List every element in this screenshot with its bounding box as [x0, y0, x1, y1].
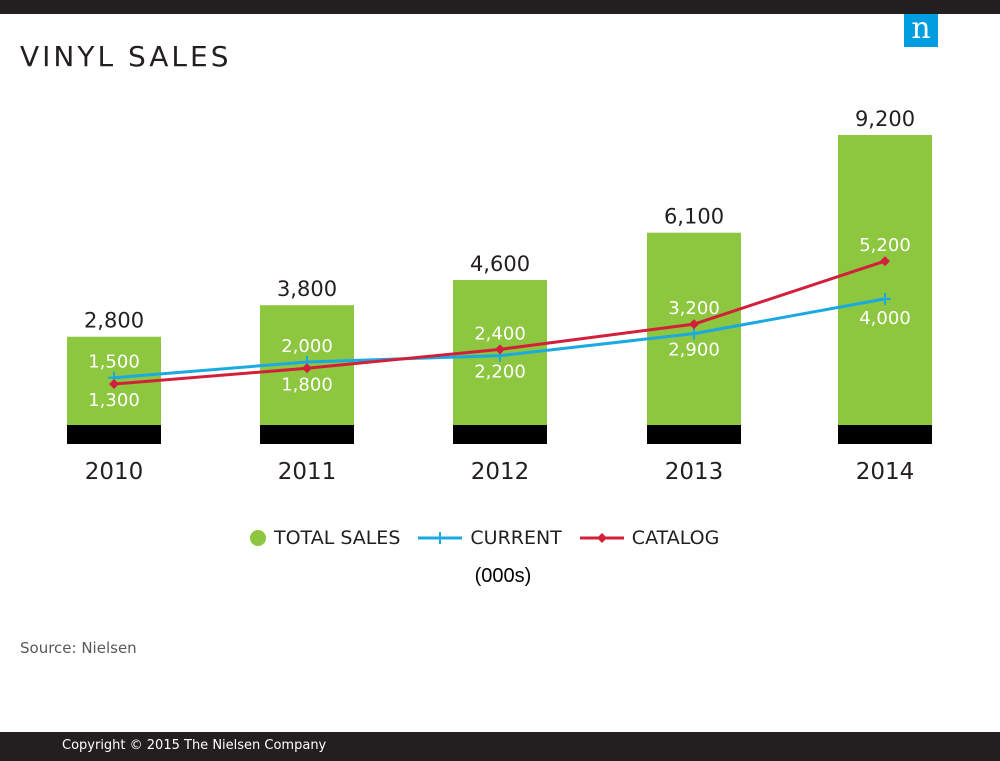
- label-catalog-2011: 1,800: [281, 374, 333, 395]
- legend-item-total-sales: TOTAL SALES: [250, 527, 400, 549]
- x-tick-2014: 2014: [856, 459, 915, 485]
- point-catalog-2014: [880, 256, 890, 267]
- units-text: (000s): [474, 565, 532, 587]
- x-tick-2012: 2012: [471, 459, 530, 485]
- bar-base-2010: [67, 425, 161, 444]
- x-tick-2013: 2013: [665, 459, 724, 485]
- legend-item-catalog: CATALOG: [579, 527, 720, 549]
- total-label-2012: 4,600: [470, 252, 530, 276]
- label-catalog-2014: 5,200: [859, 235, 911, 256]
- point-current-2013: [688, 327, 700, 340]
- point-catalog-2013: [689, 319, 699, 330]
- bar-base-2014: [838, 425, 932, 444]
- bar-base-2013: [647, 425, 741, 444]
- label-catalog-2012: 2,400: [474, 323, 526, 344]
- bar-base-2011: [260, 425, 354, 444]
- legend-swatch-current: [418, 532, 463, 544]
- label-current-2014: 4,000: [859, 308, 911, 329]
- legend-label-catalog: CATALOG: [631, 527, 720, 549]
- point-current-2014: [879, 292, 891, 305]
- bar-total-2014: [838, 135, 932, 425]
- point-catalog-2010: [109, 379, 119, 390]
- label-catalog-2013: 3,200: [668, 298, 720, 319]
- total-label-2010: 2,800: [84, 309, 144, 333]
- x-tick-2010: 2010: [85, 459, 144, 485]
- legend-item-current: CURRENT: [418, 527, 562, 549]
- legend-swatch-catalog: [579, 533, 624, 543]
- chart-title: VINYL SALES: [20, 40, 232, 73]
- source-note: Source: Nielsen: [20, 639, 137, 657]
- point-catalog-2011: [302, 363, 312, 374]
- legend-label-current: CURRENT: [470, 527, 562, 549]
- total-label-2011: 3,800: [277, 277, 337, 301]
- label-current-2011: 2,000: [281, 336, 333, 357]
- label-catalog-2010: 1,300: [88, 390, 140, 411]
- label-current-2013: 2,900: [668, 340, 720, 361]
- total-label-2014: 9,200: [855, 107, 915, 131]
- legend: TOTAL SALES CURRENT CATALOG: [250, 524, 737, 552]
- x-tick-2011: 2011: [278, 459, 337, 485]
- legend-swatch-total-sales: [250, 530, 266, 546]
- label-current-2012: 2,200: [474, 362, 526, 383]
- bar-base-2012: [453, 425, 547, 444]
- footer-bar: Copyright © 2015 The Nielsen Company: [0, 732, 1000, 761]
- copyright-text: Copyright © 2015 The Nielsen Company: [62, 738, 327, 753]
- vinyl-sales-chart: 2,800 2010 3,800 2011 4,600 2012 6,100 2013 9,20…: [67, 107, 932, 485]
- legend-label-total-sales: TOTAL SALES: [274, 527, 401, 549]
- point-catalog-2012: [495, 344, 505, 355]
- nielsen-logo: n: [904, 14, 938, 47]
- label-current-2010: 1,500: [88, 352, 140, 373]
- total-label-2013: 6,100: [664, 205, 724, 229]
- units-label: (000s): [0, 565, 1000, 588]
- top-bar: [0, 0, 1000, 14]
